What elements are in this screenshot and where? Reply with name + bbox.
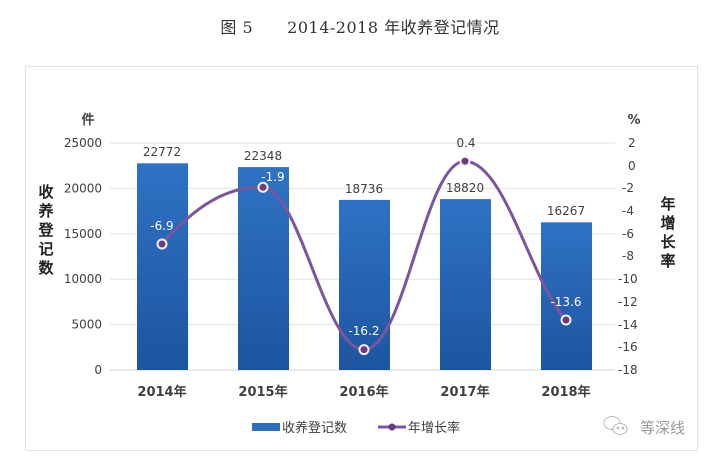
svg-text:-14: -14 (618, 318, 638, 332)
svg-text:-4: -4 (622, 204, 634, 218)
svg-text:-6.9: -6.9 (150, 219, 173, 233)
svg-text:0.4: 0.4 (456, 136, 475, 150)
svg-text:率: 率 (660, 252, 675, 270)
watermark-text: 等深线 (640, 419, 685, 437)
wechat-icon (603, 416, 628, 435)
svg-text:2014年: 2014年 (137, 384, 186, 400)
bar-value-labels: 22772 22348 18736 18820 16267 (143, 145, 585, 218)
legend-line-label: 年增长率 (408, 420, 460, 436)
svg-text:18820: 18820 (446, 181, 484, 195)
svg-text:记: 记 (38, 240, 53, 258)
svg-text:养: 养 (37, 202, 54, 220)
svg-text:0: 0 (628, 159, 636, 173)
svg-text:-16: -16 (618, 340, 638, 354)
legend: 收养登记数 年增长率 (252, 420, 460, 436)
svg-text:20000: 20000 (64, 181, 102, 195)
figure-title: 图 5 2014-2018 年收养登记情况 (0, 14, 720, 38)
svg-text:18736: 18736 (345, 182, 383, 196)
svg-text:2016年: 2016年 (339, 384, 388, 400)
bar-2015 (238, 167, 289, 370)
svg-text:16267: 16267 (547, 204, 585, 218)
legend-line-marker-icon (388, 423, 396, 431)
svg-text:15000: 15000 (64, 227, 102, 241)
svg-text:2017年: 2017年 (440, 384, 489, 400)
left-axis-title: 收 养 登 记 数 (37, 183, 54, 277)
svg-text:-1.9: -1.9 (261, 170, 284, 184)
growth-rate-line (160, 159, 568, 352)
svg-text:5000: 5000 (71, 318, 102, 332)
left-axis-ticks: 25000 20000 15000 10000 5000 0 (64, 136, 102, 377)
svg-text:-2: -2 (622, 181, 634, 195)
svg-text:22772: 22772 (143, 145, 181, 159)
x-axis-categories: 2014年 2015年 2016年 2017年 2018年 (137, 384, 590, 400)
figure-caption: 2014-2018 年收养登记情况 (287, 18, 500, 37)
svg-text:-16.2: -16.2 (348, 324, 379, 338)
bar-2014 (137, 163, 188, 370)
svg-text:22348: 22348 (244, 149, 282, 163)
svg-text:0: 0 (94, 363, 102, 377)
svg-text:10000: 10000 (64, 272, 102, 286)
svg-text:年: 年 (660, 195, 675, 213)
svg-text:长: 长 (660, 233, 676, 251)
svg-text:数: 数 (38, 259, 54, 277)
legend-bar-swatch (252, 423, 280, 431)
figure-number: 图 5 (220, 18, 254, 37)
left-axis-unit: 件 (81, 112, 94, 128)
watermark: 等深线 (603, 416, 685, 437)
right-axis-title: 年 增 长 率 (660, 195, 676, 270)
legend-bar-label: 收养登记数 (282, 420, 347, 436)
growth-rate-markers (156, 155, 572, 356)
bar-2017 (440, 199, 491, 370)
svg-text:登: 登 (37, 221, 54, 239)
line-value-labels: -6.9 -1.9 -16.2 0.4 -13.6 (150, 136, 581, 338)
svg-text:2018年: 2018年 (541, 384, 590, 400)
svg-text:增: 增 (660, 214, 675, 232)
svg-text:25000: 25000 (64, 136, 102, 150)
svg-text:-12: -12 (618, 295, 638, 309)
svg-text:2015年: 2015年 (238, 384, 287, 400)
right-axis-unit: % (627, 113, 640, 128)
svg-text:-8: -8 (622, 249, 634, 263)
svg-text:-10: -10 (618, 272, 638, 286)
right-axis-ticks: 2 0 -2 -4 -6 -8 -10 -12 -14 -16 -18 (618, 136, 638, 377)
svg-text:2: 2 (628, 136, 636, 150)
svg-text:-6: -6 (622, 227, 634, 241)
svg-text:收: 收 (38, 183, 53, 201)
svg-text:-13.6: -13.6 (550, 295, 581, 309)
svg-text:-18: -18 (618, 363, 638, 377)
